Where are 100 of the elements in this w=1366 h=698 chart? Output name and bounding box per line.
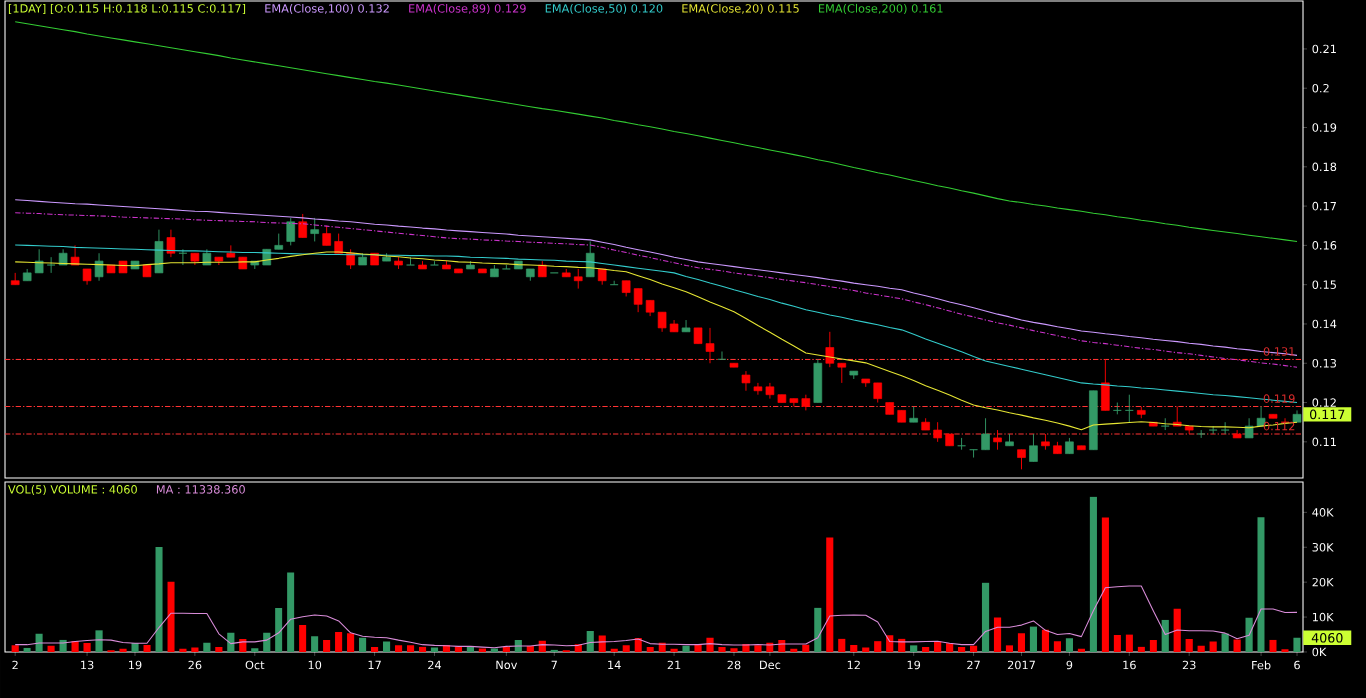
- bar: [155, 546, 163, 652]
- candlestick: [933, 421, 942, 443]
- candlestick: [837, 362, 847, 384]
- x-tick-label: 6: [1294, 660, 1300, 670]
- bar: [275, 608, 283, 652]
- bar: [730, 648, 738, 652]
- y-tick-label: 0.2: [1312, 83, 1329, 93]
- bar: [119, 648, 127, 652]
- bar: [718, 647, 726, 652]
- x-tick-label: Oct: [245, 660, 265, 670]
- bar: [946, 643, 954, 652]
- bar: [263, 632, 271, 652]
- y-tick-label: 20K: [1312, 577, 1334, 587]
- y-tick-label: 0.16: [1312, 241, 1337, 250]
- text: MA : 11338.360: [156, 485, 245, 494]
- y-tick-label: 10K: [1312, 612, 1334, 622]
- bar: [347, 633, 355, 652]
- bar: [1173, 608, 1181, 652]
- y-tick-label: 0.18: [1312, 162, 1337, 172]
- bar: [754, 645, 762, 652]
- candlestick: [873, 382, 883, 404]
- bar: [1065, 638, 1073, 652]
- candlestick: [657, 311, 667, 333]
- x-tick-label: 19: [907, 660, 921, 670]
- bar: [814, 607, 822, 652]
- bar: [981, 582, 990, 652]
- bar: [1233, 639, 1241, 652]
- text: 4060: [1311, 633, 1343, 643]
- ref-line-label: 0.112: [1263, 421, 1295, 431]
- bar: [993, 617, 1002, 652]
- candlestick: [1017, 449, 1026, 470]
- bar: [874, 641, 882, 652]
- y-tick-label: 0.12: [1312, 398, 1336, 407]
- bar: [323, 640, 331, 652]
- bar: [1257, 517, 1265, 652]
- bar: [610, 648, 618, 652]
- bar: [311, 636, 319, 652]
- x-tick-label: 26: [188, 660, 202, 670]
- bar: [95, 630, 103, 652]
- bar: [1245, 617, 1253, 652]
- bar: [1089, 496, 1097, 652]
- bar: [682, 645, 690, 652]
- candlestick: [34, 248, 44, 274]
- candlestick: [825, 331, 835, 368]
- candlestick: [46, 256, 56, 274]
- candlestick: [981, 417, 990, 451]
- candlestick: [753, 382, 763, 396]
- bar: [335, 632, 343, 652]
- x-tick-label: 12: [847, 660, 860, 670]
- bar: [382, 641, 391, 652]
- y-tick-label: 0.19: [1312, 123, 1337, 132]
- bar: [1293, 637, 1301, 652]
- text: EMA(Close,50) 0.120: [545, 3, 663, 15]
- ref-line-label: 0.119: [1263, 394, 1295, 403]
- bar: [1041, 629, 1050, 652]
- bar: [1113, 634, 1121, 652]
- text: EMA(Close,20) 0.115: [682, 3, 799, 15]
- bar: [850, 645, 858, 652]
- bar: [406, 645, 415, 652]
- candlestick: [633, 288, 643, 313]
- text: EMA(Close,200) 0.161: [818, 3, 943, 15]
- text: EMA(Close,100) 0.132: [265, 3, 389, 15]
- bar: [957, 647, 966, 652]
- y-tick-label: 0.15: [1312, 280, 1336, 289]
- x-tick-label: 9: [1066, 660, 1073, 670]
- bar: [1161, 619, 1169, 652]
- x-tick-label: 16: [1123, 660, 1136, 670]
- candlestick: [765, 382, 775, 400]
- bar: [299, 625, 307, 652]
- bar: [359, 637, 367, 652]
- bar: [586, 631, 594, 652]
- x-tick-label: 28: [727, 660, 741, 670]
- bar: [478, 648, 486, 652]
- candlestick: [705, 327, 715, 364]
- bar: [802, 644, 810, 652]
- x-tick-label: 10: [308, 660, 322, 670]
- bar: [670, 648, 678, 652]
- x-tick-label: 27: [967, 660, 980, 670]
- y-tick-label: 0.13: [1312, 358, 1337, 368]
- bar: [1053, 641, 1062, 652]
- bar: [287, 572, 295, 652]
- bar: [430, 647, 439, 652]
- chart-title: [1DAY] [O:0.115 H:0.118 L:0.115 C:0.117]: [8, 3, 246, 15]
- bar: [646, 647, 654, 652]
- bar: [143, 645, 151, 652]
- bar: [203, 642, 211, 652]
- candlestick: [681, 319, 691, 333]
- candlestick: [166, 229, 176, 258]
- bar: [1005, 645, 1014, 652]
- candlestick: [286, 217, 296, 246]
- bar: [1197, 645, 1205, 652]
- bar: [191, 647, 199, 652]
- text: 0.117: [1309, 409, 1345, 420]
- bar: [83, 642, 91, 652]
- text: EMA(Close,89) 0.129: [409, 3, 526, 15]
- bar: [934, 641, 942, 652]
- chart-title: VOL(5) VOLUME : 4060: [8, 484, 137, 495]
- y-tick-label: 30K: [1312, 542, 1334, 552]
- bar: [969, 645, 978, 652]
- bar: [502, 647, 510, 652]
